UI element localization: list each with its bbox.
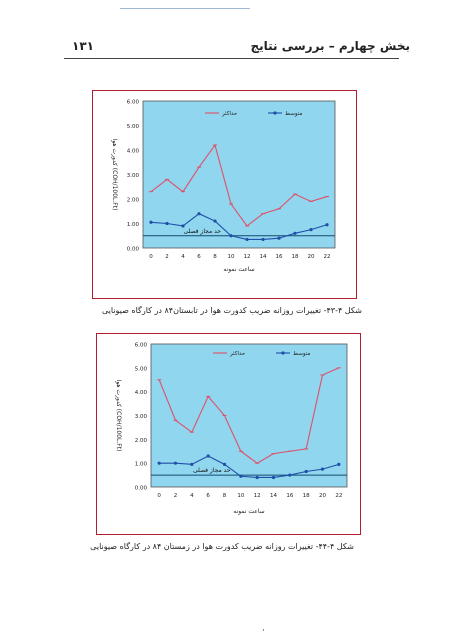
chart-2-svg: 0.00 1.00 2.00 3.00 4.00 5.00 6.00 0 2 4 6 8 10 12 14 1… bbox=[115, 343, 348, 515]
figure-frame-2: 0.00 1.00 2.00 3.00 4.00 5.00 6.00 0 2 4 6 8 10 12 14 1… bbox=[96, 333, 361, 535]
x-tick-label: 14 bbox=[270, 493, 277, 499]
figure-frame-1: 0.00 1.00 2.00 3.00 4.00 5.00 6.00 0 2 4 6 8 10 12 14 1… bbox=[92, 90, 357, 299]
x-tick-label: 10 bbox=[237, 493, 244, 499]
y-tick-label: 1.00 bbox=[127, 222, 140, 228]
data-point-avg bbox=[190, 462, 194, 466]
data-point-avg bbox=[293, 231, 297, 235]
data-point-avg bbox=[271, 475, 276, 480]
x-tick-label: 12 bbox=[244, 254, 251, 260]
header-rule bbox=[64, 58, 399, 59]
data-point-avg bbox=[325, 223, 329, 227]
x-tick-label: 18 bbox=[292, 254, 299, 260]
x-tick-label: 18 bbox=[303, 493, 310, 499]
data-point-avg bbox=[206, 454, 210, 458]
x-tick-label: 0 bbox=[149, 254, 153, 260]
data-point-avg bbox=[222, 462, 227, 466]
y-tick-label: 4.00 bbox=[127, 149, 140, 155]
y-axis-label: کدورت هوا (COH/100L.Ft) bbox=[111, 139, 118, 211]
x-tick-label: 2 bbox=[165, 254, 169, 260]
plot-area bbox=[142, 100, 336, 249]
data-point-avg bbox=[149, 220, 153, 224]
x-tick-label: 6 bbox=[197, 254, 201, 260]
y-tick-label: 1.00 bbox=[135, 462, 148, 468]
page-header-title: بخش چهارم – بررسی نتایج bbox=[250, 39, 411, 53]
y-tick-label: 6.00 bbox=[127, 100, 140, 106]
data-point-avg bbox=[181, 224, 185, 228]
legend-label-max: حداکثر bbox=[221, 110, 237, 117]
y-tick-label: 5.00 bbox=[135, 366, 148, 372]
plot-area bbox=[150, 343, 348, 488]
y-tick-label: 0.00 bbox=[135, 486, 148, 492]
footer-mark: · bbox=[262, 626, 265, 636]
legend-label-max: حداکثر bbox=[229, 350, 245, 357]
y-tick-label: 0.00 bbox=[127, 247, 140, 253]
x-axis-label: ساعت نمونه bbox=[223, 266, 254, 273]
legend-label-avg: متوسط bbox=[293, 351, 310, 357]
legend-marker-avg bbox=[273, 111, 277, 115]
data-point-avg bbox=[309, 228, 313, 232]
data-point-avg bbox=[255, 475, 259, 480]
data-point-avg bbox=[337, 462, 341, 466]
data-point-avg bbox=[245, 237, 249, 242]
y-tick-label: 6.00 bbox=[135, 343, 148, 349]
x-tick-label: 2 bbox=[174, 493, 178, 499]
data-point-avg bbox=[304, 469, 308, 474]
x-tick-label: 6 bbox=[206, 493, 210, 499]
x-tick-label: 22 bbox=[324, 254, 331, 260]
series-line-avg bbox=[159, 455, 339, 479]
x-tick-label: 10 bbox=[228, 254, 235, 260]
x-tick-label: 20 bbox=[308, 254, 315, 260]
x-tick-label: 16 bbox=[276, 254, 283, 260]
figure-caption-2: شکل ۴-۴۴- تغییرات روزانه ضریب کدورت هوا … bbox=[90, 542, 354, 551]
data-point-avg bbox=[197, 212, 201, 216]
y-tick-label: 3.00 bbox=[135, 414, 148, 420]
x-tick-label: 20 bbox=[319, 493, 326, 499]
figure-caption-1: شکل ۴-۴۳- تغییرات روزانه ضریب کدورت هوا … bbox=[101, 306, 362, 315]
data-point-avg bbox=[288, 473, 292, 477]
y-tick-label: 4.00 bbox=[135, 390, 148, 396]
x-tick-label: 0 bbox=[157, 493, 161, 499]
y-tick-label: 2.00 bbox=[127, 198, 140, 204]
x-tick-label: 16 bbox=[286, 493, 293, 499]
x-tick-label: 8 bbox=[223, 493, 227, 499]
x-tick-label: 4 bbox=[181, 254, 185, 260]
data-point-avg bbox=[239, 474, 243, 478]
y-axis-label: کدورت هوا (COH/100L.Ft) bbox=[115, 380, 122, 452]
x-tick-label: 8 bbox=[213, 254, 217, 260]
legend-marker-avg bbox=[281, 351, 285, 355]
top-rule bbox=[120, 8, 250, 9]
y-tick-label: 3.00 bbox=[127, 173, 140, 179]
y-tick-label: 5.00 bbox=[127, 124, 140, 130]
x-tick-label: 22 bbox=[335, 493, 342, 499]
x-tick-label: 12 bbox=[254, 493, 261, 499]
data-point-avg bbox=[320, 467, 325, 471]
data-point-avg bbox=[165, 221, 169, 226]
data-point-avg bbox=[213, 219, 217, 223]
data-point-avg bbox=[173, 461, 178, 465]
legend-label-avg: متوسط bbox=[285, 111, 302, 117]
limit-label: حد مجاز فصلی bbox=[193, 467, 231, 474]
chart-1-svg: 0.00 1.00 2.00 3.00 4.00 5.00 6.00 0 2 4 6 8 10 12 14 1… bbox=[111, 100, 336, 273]
series-line-max bbox=[158, 367, 340, 464]
data-point-avg bbox=[157, 461, 161, 465]
series-line-avg bbox=[150, 213, 328, 240]
x-tick-label: 4 bbox=[190, 493, 194, 499]
data-point-avg bbox=[261, 237, 265, 242]
series-line-max bbox=[150, 143, 328, 227]
x-axis-label: ساعت نمونه bbox=[233, 508, 264, 515]
limit-label: حد مجاز فصلی bbox=[183, 228, 221, 235]
y-tick-label: 2.00 bbox=[135, 438, 148, 444]
data-point-avg bbox=[229, 234, 233, 238]
page-number: ۱۳۱ bbox=[72, 39, 94, 53]
x-tick-label: 14 bbox=[260, 254, 267, 260]
data-point-avg bbox=[277, 236, 281, 240]
